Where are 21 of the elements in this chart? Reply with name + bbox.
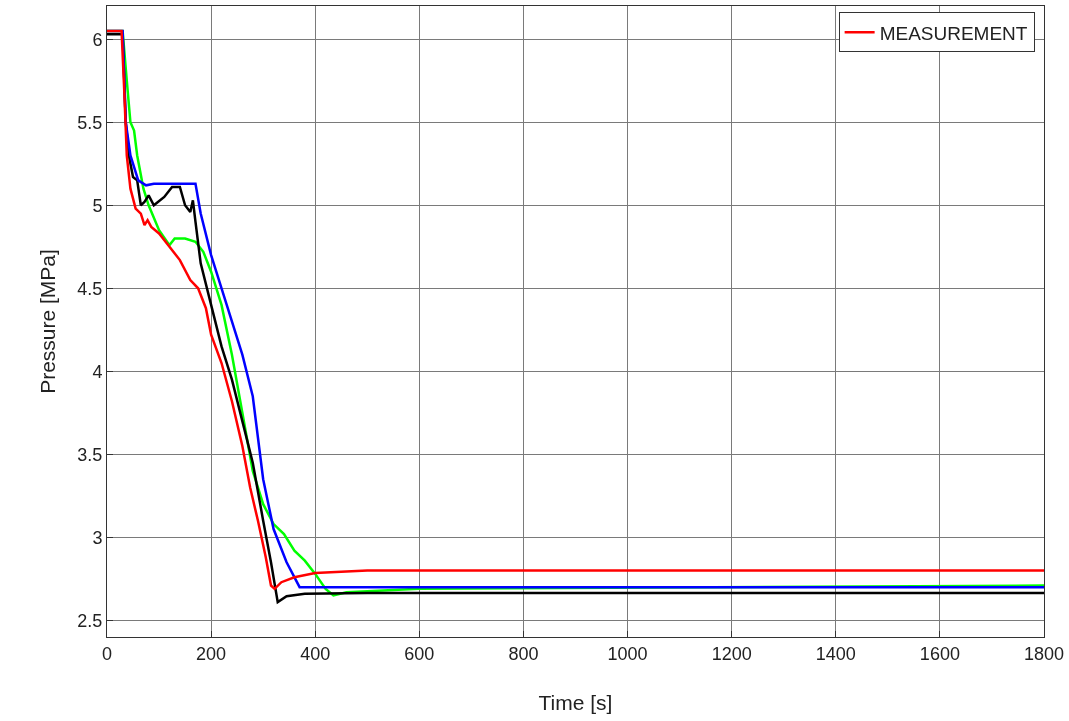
x-tick-label: 1600 <box>919 643 960 664</box>
x-tick-label: 1800 <box>1023 643 1065 664</box>
x-tick-label: 1000 <box>607 643 648 664</box>
y-tick-label: 3.5 <box>77 444 103 465</box>
y-tick-label: 5 <box>92 195 103 216</box>
y-tick-label: 6 <box>92 29 103 50</box>
y-axis-title: Pressure [MPa] <box>36 249 59 394</box>
x-tick-label: 0 <box>101 643 113 664</box>
x-tick-label: 200 <box>196 643 227 664</box>
x-axis-title: Time [s] <box>538 691 613 714</box>
y-tick-label: 4 <box>92 361 103 382</box>
y-tick-label: 2.5 <box>77 610 103 631</box>
y-tick-label: 4.5 <box>77 278 103 299</box>
y-tick-label: 5.5 <box>77 112 103 133</box>
legend-label: MEASUREMENT <box>879 22 1028 44</box>
x-tick-label: 400 <box>300 643 331 664</box>
x-tick-label: 600 <box>404 643 435 664</box>
x-tick-label: 1200 <box>711 643 752 664</box>
y-tick-label: 3 <box>92 527 103 548</box>
x-tick-label: 800 <box>508 643 539 664</box>
x-tick-label: 1400 <box>815 643 856 664</box>
